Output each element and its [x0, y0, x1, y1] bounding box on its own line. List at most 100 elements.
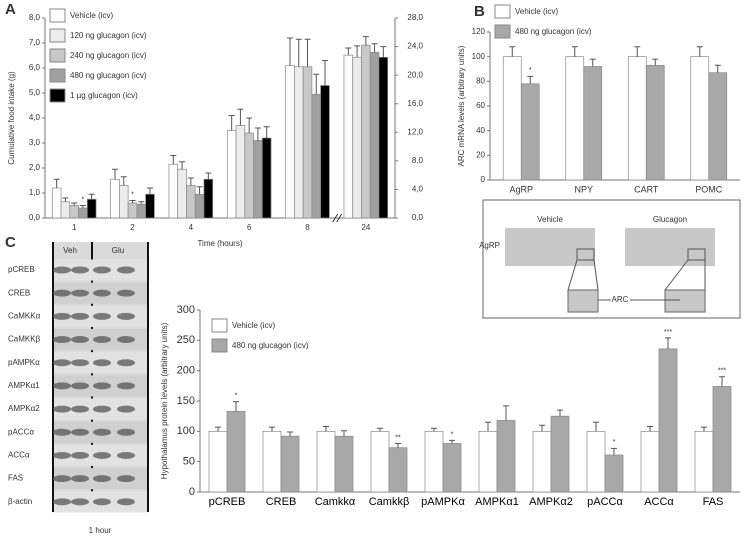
blot-band	[71, 266, 89, 274]
error-bar	[179, 161, 186, 170]
error-bar	[263, 126, 270, 138]
error-bar	[287, 431, 293, 437]
legend-swatch	[211, 318, 228, 333]
zoom-lines	[567, 259, 706, 291]
x-tick-label: 8	[305, 223, 310, 232]
blot-band	[53, 266, 71, 274]
bar	[69, 205, 79, 219]
bar	[136, 203, 146, 219]
error-bar	[539, 424, 545, 432]
bar	[502, 56, 522, 181]
insitu-roi	[687, 248, 706, 261]
blot-row-label: pCREB	[8, 265, 35, 274]
blot-band	[117, 289, 135, 297]
bar	[352, 56, 362, 219]
bar	[226, 410, 246, 493]
y-tick-label: 50	[183, 456, 195, 468]
blot-band	[71, 336, 89, 344]
error-bar	[322, 60, 328, 86]
error-bar	[362, 36, 369, 46]
error-bar	[571, 46, 578, 57]
blot-band	[117, 498, 135, 506]
error-bar	[112, 168, 118, 180]
y2-tick-label: 28,0	[407, 13, 423, 22]
bar	[565, 56, 585, 181]
blot-row-label: CaMKKα	[8, 311, 41, 320]
legend-label: Vehicle (icv)	[70, 11, 113, 20]
error-bar	[287, 37, 293, 66]
bar	[604, 454, 624, 493]
blot-band	[71, 359, 89, 367]
x-tick-label: pAMPKα	[421, 496, 465, 508]
blot-band	[53, 428, 71, 436]
x-tick-label: AMPKα2	[529, 496, 573, 508]
y2-tick-label: 24,0	[407, 42, 423, 51]
bar	[316, 430, 336, 493]
panel-letter: C	[5, 234, 16, 251]
bar	[186, 185, 196, 219]
bar	[496, 420, 516, 493]
error-bar	[714, 64, 721, 73]
bar	[51, 187, 62, 219]
error-bar	[228, 115, 235, 131]
blot-band	[93, 475, 111, 483]
error-bar	[380, 46, 387, 58]
bar	[208, 430, 228, 493]
blot-band	[71, 382, 89, 390]
blot-band	[93, 359, 111, 367]
bar	[627, 56, 647, 181]
error-bar	[611, 447, 617, 455]
y2-tick-label: 12,0	[407, 127, 423, 136]
significance: ***	[718, 368, 726, 375]
blot-band	[53, 475, 71, 483]
y-axis-title: Cumulative food intake (g)	[7, 71, 16, 165]
blot-band	[53, 336, 71, 344]
x-tick-label: pCREB	[209, 496, 246, 508]
bar	[302, 66, 313, 219]
error-bar	[431, 427, 437, 432]
legend-label: Vehicle (icv)	[515, 7, 558, 16]
bar	[226, 130, 237, 219]
bar	[378, 56, 389, 219]
panel-letter: B	[474, 3, 485, 20]
blot-row-label: ACCα	[8, 451, 30, 460]
y-tick-label: 2,0	[29, 163, 41, 172]
error-bar	[665, 337, 671, 349]
bar	[60, 201, 71, 219]
blot-column: Glu	[112, 246, 124, 255]
error-bar	[395, 442, 401, 448]
blot-band	[117, 475, 135, 483]
bar	[110, 178, 120, 219]
blot-row-label: β-actin	[8, 497, 32, 506]
significance: *	[529, 67, 532, 74]
legend-swatch	[49, 8, 66, 23]
blot-band	[71, 312, 89, 320]
error-bar	[589, 58, 596, 67]
y-tick-label: 120	[472, 27, 486, 36]
bar	[583, 66, 603, 181]
bar	[442, 443, 462, 493]
y-tick-label: 7,0	[29, 38, 41, 47]
y2-tick-label: 20,0	[407, 70, 423, 79]
x-tick-label: NPY	[574, 184, 593, 194]
bar	[235, 125, 246, 219]
error-bar	[634, 46, 641, 57]
x-tick-label: 6	[247, 223, 252, 232]
y-axis-title: ARC mRNA levels (arbitrary units)	[457, 45, 466, 166]
legend-label: 120 ng glucagon (icv)	[70, 31, 147, 40]
x-tick-label: Camkkα	[315, 496, 356, 508]
axis-break	[332, 213, 343, 223]
insitu-region: ARC	[612, 295, 629, 304]
bar	[550, 415, 570, 493]
blot-band	[71, 289, 89, 297]
error-bar	[187, 177, 194, 186]
blot-band	[93, 336, 111, 344]
blot-band	[53, 382, 71, 390]
error-bar	[295, 38, 302, 67]
bar	[203, 178, 214, 219]
legend-label: 240 ng glucagon (icv)	[70, 51, 147, 60]
bar	[320, 85, 330, 219]
x-tick-label: AMPKα1	[475, 496, 519, 508]
